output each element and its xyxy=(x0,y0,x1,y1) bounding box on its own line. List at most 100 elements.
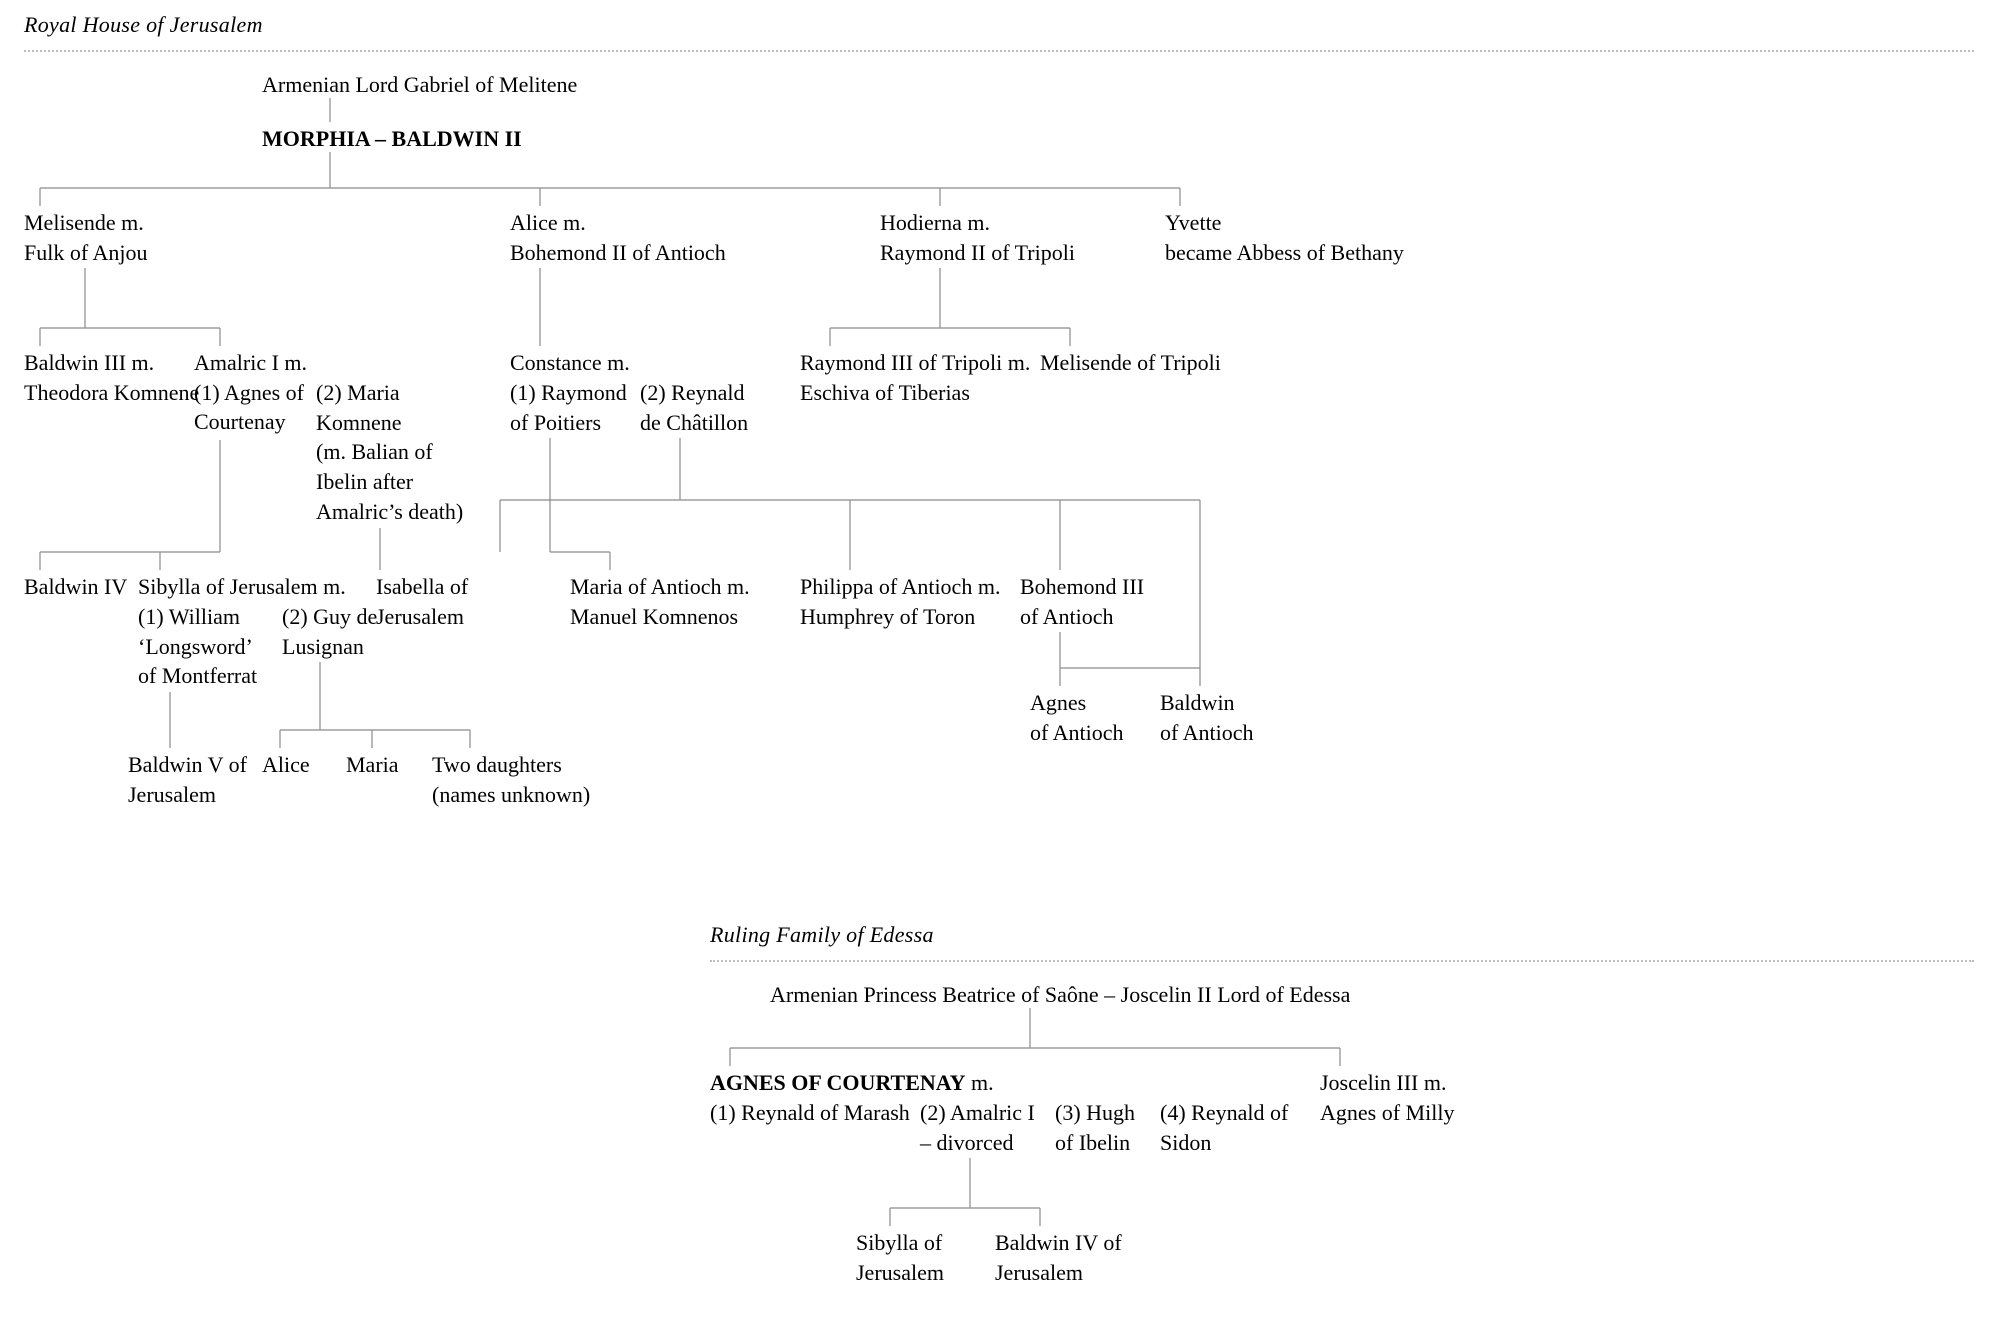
text: Two daughters xyxy=(432,752,562,777)
text: Lusignan xyxy=(282,634,364,659)
node-baldwin-antioch: Baldwin of Antioch xyxy=(1160,688,1254,747)
text: Constance m. xyxy=(510,350,630,375)
text: AGNES OF COURTENAY xyxy=(710,1070,966,1095)
text: m. xyxy=(966,1070,994,1095)
text: Bohemond II of Antioch xyxy=(510,240,726,265)
text: Jerusalem xyxy=(995,1260,1083,1285)
node-e-sibylla: Sibylla of Jerusalem xyxy=(856,1228,944,1287)
text: (names unknown) xyxy=(432,782,590,807)
text: Sibylla of Jerusalem m. xyxy=(138,574,346,599)
node-yvette: Yvette became Abbess of Bethany xyxy=(1165,208,1404,267)
text: of Ibelin xyxy=(1055,1130,1130,1155)
text: Manuel Komnenos xyxy=(570,604,738,629)
node-maria-antioch: Maria of Antioch m. Manuel Komnenos xyxy=(570,572,750,631)
text: Philippa of Antioch m. xyxy=(800,574,1000,599)
text: Baldwin V of xyxy=(128,752,247,777)
node-maria2: Maria xyxy=(346,750,399,780)
text: Jerusalem xyxy=(128,782,216,807)
text: ‘Longsword’ xyxy=(138,634,253,659)
node-sibylla-sp2: (2) Guy de Lusignan xyxy=(282,602,377,661)
text: Isabella of xyxy=(376,574,468,599)
text: became Abbess of Bethany xyxy=(1165,240,1404,265)
node-agnes-sp4: (4) Reynald of Sidon xyxy=(1160,1098,1288,1157)
node-melisende-tripoli: Melisende of Tripoli xyxy=(1040,348,1221,378)
text: Jerusalem xyxy=(376,604,464,629)
text: (2) Guy de xyxy=(282,604,377,629)
text: Baldwin xyxy=(1160,690,1235,715)
text: (1) Agnes of xyxy=(194,380,304,405)
node-hodierna: Hodierna m. Raymond II of Tripoli xyxy=(880,208,1075,267)
node-joscelin3: Joscelin III m. Agnes of Milly xyxy=(1320,1068,1454,1127)
node-constance-sp2: (2) Reynald de Châtillon xyxy=(640,378,748,437)
text: Alice m. xyxy=(510,210,586,235)
text: Baldwin IV of xyxy=(995,1230,1122,1255)
text: (1) Raymond xyxy=(510,380,627,405)
text: Raymond III of Tripoli m. xyxy=(800,350,1030,375)
node-melisende: Melisende m. Fulk of Anjou xyxy=(24,208,147,267)
node-two-daughters: Two daughters (names unknown) xyxy=(432,750,590,809)
text: Hodierna m. xyxy=(880,210,990,235)
node-raymond3: Raymond III of Tripoli m. Eschiva of Tib… xyxy=(800,348,1030,407)
node-maria-komnene: (2) Maria Komnene (m. Balian of Ibelin a… xyxy=(316,378,463,526)
text: Theodora Komnene xyxy=(24,380,199,405)
text: (2) Amalric I xyxy=(920,1100,1035,1125)
text: Komnene xyxy=(316,410,402,435)
text: Bohemond III xyxy=(1020,574,1144,599)
text: Eschiva of Tiberias xyxy=(800,380,970,405)
text: Sibylla of xyxy=(856,1230,942,1255)
section-title-edessa: Ruling Family of Edessa xyxy=(710,920,934,950)
text: Joscelin III m. xyxy=(1320,1070,1446,1095)
text: (1) William xyxy=(138,604,240,629)
text: Sidon xyxy=(1160,1130,1211,1155)
text: Courtenay xyxy=(194,409,286,434)
node-agnes-sp1: (1) Reynald of Marash xyxy=(710,1098,910,1128)
node-e-baldwin4: Baldwin IV of Jerusalem xyxy=(995,1228,1122,1287)
text: (2) Reynald xyxy=(640,380,744,405)
node-agnes-sp3: (3) Hugh of Ibelin xyxy=(1055,1098,1135,1157)
node-sibylla-sp1: (1) William ‘Longsword’ of Montferrat xyxy=(138,602,278,691)
node-agnes-sp2: (2) Amalric I – divorced xyxy=(920,1098,1035,1157)
text: Agnes of Milly xyxy=(1320,1100,1454,1125)
node-bohemond3: Bohemond III of Antioch xyxy=(1020,572,1144,631)
node-gabriel: Armenian Lord Gabriel of Melitene xyxy=(262,70,577,100)
text: Melisende m. xyxy=(24,210,144,235)
text: of Antioch xyxy=(1160,720,1254,745)
node-morphia-baldwin: MORPHIA – BALDWIN II xyxy=(262,124,522,154)
text: of Poitiers xyxy=(510,410,601,435)
node-sibylla: Sibylla of Jerusalem m. xyxy=(138,572,346,602)
text: (3) Hugh xyxy=(1055,1100,1135,1125)
text: Amalric I m. xyxy=(194,350,307,375)
node-constance-sp1: (1) Raymond of Poitiers xyxy=(510,378,627,437)
text: Ibelin after xyxy=(316,469,413,494)
divider xyxy=(710,960,1974,962)
text: (m. Balian of xyxy=(316,439,433,464)
text: Maria of Antioch m. xyxy=(570,574,750,599)
node-philippa: Philippa of Antioch m. Humphrey of Toron xyxy=(800,572,1000,631)
text: Fulk of Anjou xyxy=(24,240,147,265)
node-constance: Constance m. xyxy=(510,348,630,378)
node-baldwin4: Baldwin IV xyxy=(24,572,127,602)
node-agnes-antioch: Agnes of Antioch xyxy=(1030,688,1124,747)
node-baldwin5: Baldwin V of Jerusalem xyxy=(128,750,247,809)
node-baldwin3: Baldwin III m. Theodora Komnene xyxy=(24,348,199,407)
text: – divorced xyxy=(920,1130,1013,1155)
text: of Montferrat xyxy=(138,663,257,688)
node-edessa-root: Armenian Princess Beatrice of Saône – Jo… xyxy=(770,980,1350,1010)
text: Agnes xyxy=(1030,690,1086,715)
divider xyxy=(24,50,1974,52)
node-amalric1: Amalric I m. (1) Agnes of Courtenay xyxy=(194,348,307,437)
text: of Antioch xyxy=(1020,604,1114,629)
text: (4) Reynald of xyxy=(1160,1100,1288,1125)
text: Baldwin III m. xyxy=(24,350,154,375)
text: Raymond II of Tripoli xyxy=(880,240,1075,265)
text: of Antioch xyxy=(1030,720,1124,745)
node-alice: Alice m. Bohemond II of Antioch xyxy=(510,208,726,267)
text: (2) Maria xyxy=(316,380,400,405)
section-title-jerusalem: Royal House of Jerusalem xyxy=(24,10,263,40)
text: Jerusalem xyxy=(856,1260,944,1285)
text: Amalric’s death) xyxy=(316,499,463,524)
text: Yvette xyxy=(1165,210,1221,235)
node-agnes-courtenay: AGNES OF COURTENAY m. xyxy=(710,1068,994,1098)
node-alice2: Alice xyxy=(262,750,310,780)
text: de Châtillon xyxy=(640,410,748,435)
